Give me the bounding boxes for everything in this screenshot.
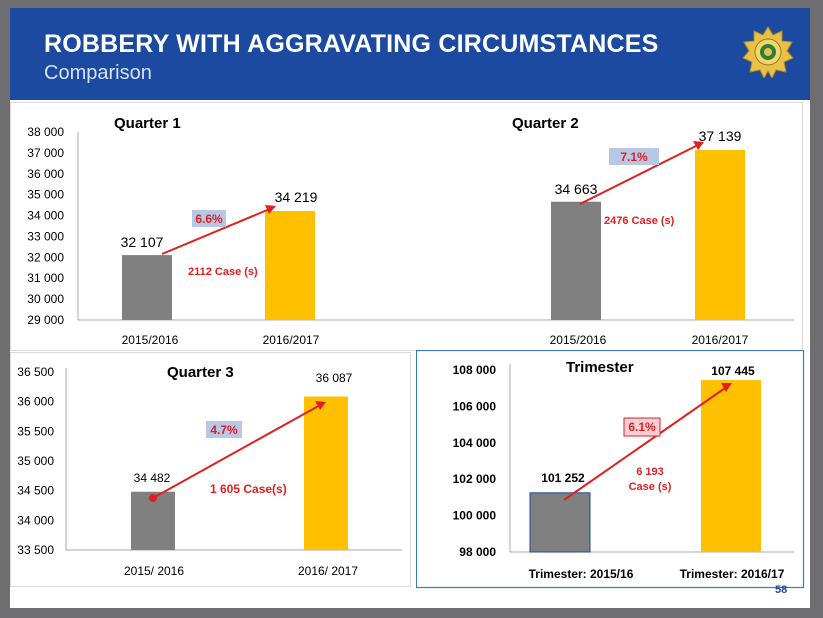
q3-y-tick-0: 33 500 <box>17 543 54 557</box>
q3-y-tick-4: 35 500 <box>17 424 54 438</box>
quarter-3-panel: 33 500 34 000 34 500 35 000 35 500 36 000 36 5… <box>10 352 412 588</box>
header-bar: ROBBERY WITH AGGRAVATING CIRCUMSTANCES C… <box>10 8 810 100</box>
q1-bar-2 <box>265 210 315 320</box>
page-number: 58 <box>775 584 788 596</box>
q2-value-label-1: 34 663 <box>555 181 598 197</box>
q1-change-box <box>192 210 226 227</box>
q1-y-tick-1: 30 000 <box>27 292 64 306</box>
q3-y-tick-6: 36 500 <box>17 365 54 379</box>
q1-y-tick-3: 32 000 <box>27 250 64 264</box>
q3-bar-2 <box>304 396 348 550</box>
trimester-x-label-2: Trimester: 2016/17 <box>680 567 785 581</box>
trimester-trend-arrow <box>563 385 729 501</box>
trimester-value-label-2: 107 445 <box>711 364 755 378</box>
q2-cases-label: 2476 Case (s) <box>604 215 675 227</box>
q3-y-axis: 33 500 34 000 34 500 35 000 35 500 36 000 36 5… <box>17 365 54 557</box>
q1-y-tick-2: 31 000 <box>27 271 64 285</box>
q3-change-label: 4.7% <box>210 423 238 437</box>
q1-bar-1 <box>122 255 172 320</box>
q1-y-tick-0: 29 000 <box>27 313 64 327</box>
slide-subtitle: Comparison <box>44 62 152 84</box>
saps-badge-icon <box>742 26 794 78</box>
trimester-y-tick-5: 108 000 <box>453 363 497 377</box>
q1-y-tick-4: 33 000 <box>27 229 64 243</box>
slide: ROBBERY WITH AGGRAVATING CIRCUMSTANCES C… <box>10 8 810 608</box>
q1-y-tick-8: 37 000 <box>27 146 64 160</box>
q1-x-label-1: 2015/2016 <box>122 333 179 347</box>
q1-trend-arrow <box>161 207 273 255</box>
trimester-change-box <box>623 417 661 437</box>
q1-y-axis: 29 000 30 000 31 000 32 000 33 000 34 000 35 0… <box>27 125 64 327</box>
trimester-change-label: 6.1% <box>628 420 656 434</box>
q3-title: Quarter 3 <box>167 364 234 381</box>
q3-cases-label: 1 605 Case(s) <box>210 482 287 496</box>
slide-title: ROBBERY WITH AGGRAVATING CIRCUMSTANCES <box>44 30 659 58</box>
q3-value-label-2: 36 087 <box>316 371 353 385</box>
q1-y-tick-5: 34 000 <box>27 209 64 223</box>
trimester-title: Trimester <box>566 359 634 376</box>
q3-y-tick-2: 34 500 <box>17 484 54 498</box>
q3-x-label-1: 2015/ 2016 <box>124 564 184 578</box>
q3-y-tick-3: 35 000 <box>17 454 54 468</box>
q1-x-label-2: 2016/2017 <box>263 333 320 347</box>
trimester-cases-number: 6 193 <box>636 466 664 478</box>
trimester-bar-1 <box>529 492 591 553</box>
trimester-y-axis: 98 000 100 000 102 000 104 000 106 000 108 00… <box>453 363 497 559</box>
trimester-y-tick-3: 104 000 <box>453 436 497 450</box>
trimester-panel: 98 000 100 000 102 000 104 000 106 000 108 00… <box>416 350 806 590</box>
q1-change-label: 6.6% <box>195 212 223 226</box>
trimester-cases-unit: Case (s) <box>629 481 672 493</box>
q3-y-tick-1: 34 000 <box>17 513 54 527</box>
trimester-y-tick-1: 100 000 <box>453 509 497 523</box>
trimester-y-tick-0: 98 000 <box>459 545 496 559</box>
trimester-y-tick-4: 106 000 <box>453 399 497 413</box>
q1-y-tick-9: 38 000 <box>27 125 64 139</box>
q2-bar-2 <box>695 149 745 320</box>
q3-y-tick-5: 36 000 <box>17 395 54 409</box>
q2-bar-1 <box>551 201 601 320</box>
q1-y-tick-6: 35 000 <box>27 188 64 202</box>
q3-x-label-2: 2016/ 2017 <box>298 564 358 578</box>
q3-value-label-1: 34 482 <box>134 471 171 485</box>
quarter-1-2-panel: 29 000 30 000 31 000 32 000 33 000 34 000 35 0… <box>10 102 806 352</box>
q1-title: Quarter 1 <box>114 115 181 132</box>
q2-title: Quarter 2 <box>512 115 579 132</box>
q1-value-label-1: 32 107 <box>121 234 164 250</box>
q1-y-tick-7: 36 000 <box>27 167 64 181</box>
trimester-value-label-1: 101 252 <box>541 471 585 485</box>
trimester-y-tick-2: 102 000 <box>453 472 497 486</box>
trimester-bar-2 <box>701 380 761 552</box>
trimester-x-label-1: Trimester: 2015/16 <box>529 567 634 581</box>
q3-change-box <box>206 421 242 438</box>
q2-value-label-2: 37 139 <box>699 128 742 144</box>
q2-trend-arrow <box>579 143 701 205</box>
q2-x-label-1: 2015/2016 <box>550 333 607 347</box>
q3-trend-arrow <box>152 403 323 499</box>
q2-change-label: 7.1% <box>620 150 648 164</box>
q2-x-label-2: 2016/2017 <box>692 333 749 347</box>
q2-change-box <box>609 148 659 165</box>
q1-value-label-2: 34 219 <box>275 189 318 205</box>
q1-cases-label: 2112 Case (s) <box>188 266 258 278</box>
